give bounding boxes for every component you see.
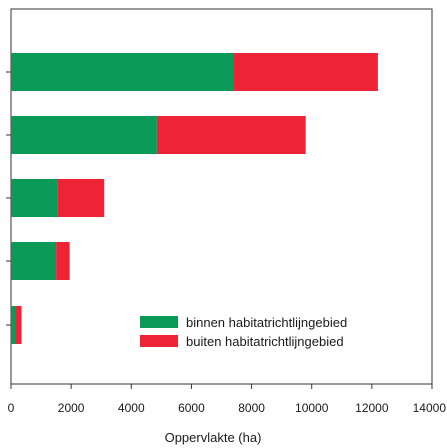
- bar-segment-binnen-2: [11, 116, 157, 154]
- x-tick-label-8000: 8000: [238, 401, 265, 415]
- x-axis-title: Oppervlakte (ha): [165, 430, 262, 445]
- legend-swatch-buiten: [140, 335, 178, 347]
- x-tick-label-14000: 14000: [413, 401, 447, 415]
- x-tick-label-10000: 10000: [295, 401, 329, 415]
- x-tick-label-6000: 6000: [178, 401, 205, 415]
- bar-segment-buiten-1: [233, 53, 378, 91]
- bar-segment-binnen-5: [11, 306, 16, 344]
- x-tick-label-4000: 4000: [118, 401, 145, 415]
- bar-segment-binnen-3: [11, 179, 58, 217]
- bar-segment-buiten-2: [156, 116, 306, 154]
- x-tick-label-12000: 12000: [355, 401, 389, 415]
- bar-segment-buiten-4: [56, 242, 70, 280]
- legend-label-buiten: buiten habitatrichtlijngebied: [186, 334, 344, 349]
- bar-segment-buiten-3: [57, 179, 105, 217]
- x-tick-label-2000: 2000: [58, 401, 85, 415]
- bar-segment-buiten-5: [15, 306, 22, 344]
- x-tick-label-0: 0: [8, 401, 15, 415]
- bar-segment-binnen-1: [11, 53, 234, 91]
- bar-segment-binnen-4: [11, 242, 57, 280]
- legend-swatch-binnen: [140, 316, 178, 328]
- bars-layer: [11, 53, 378, 344]
- legend-label-binnen: binnen habitatrichtlijngebied: [186, 315, 347, 330]
- legend: binnen habitatrichtlijngebied buiten hab…: [140, 315, 347, 349]
- y-axis-ticks: [6, 71, 11, 326]
- x-axis-ticks: 0 2000 4000 6000 8000 10000 12000 14000: [8, 384, 447, 415]
